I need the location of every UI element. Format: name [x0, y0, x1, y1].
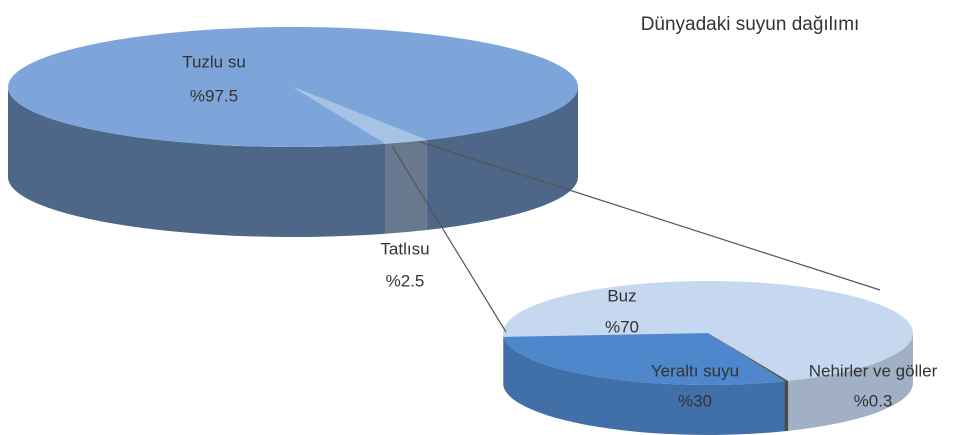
- pie-slice-side: [426, 87, 579, 230]
- chart-title: Dünyadaki suyun dağılımı: [641, 14, 860, 35]
- pie-slice: [293, 87, 427, 144]
- pie-tops: [8, 26, 579, 147]
- slice-label: Nehirler ve göller: [809, 361, 938, 380]
- pie-sides: [503, 333, 913, 435]
- pies: [8, 26, 913, 435]
- pie-slice: [503, 333, 785, 386]
- slice-label: Buz: [607, 286, 636, 305]
- slice-value-label: %70: [605, 317, 639, 336]
- connector-line: [419, 141, 881, 291]
- pie-slice: [8, 26, 579, 147]
- pie-slice-side: [385, 139, 427, 234]
- pie-sides: [8, 87, 579, 237]
- pie-slice-side: [503, 333, 504, 387]
- slice-value-label: %30: [678, 391, 712, 410]
- pie-slice: [708, 333, 789, 382]
- slice-value-label: %97.5: [190, 86, 238, 105]
- pie-slice-side: [503, 336, 785, 435]
- pie-slice: [502, 281, 913, 381]
- slice-label: Yeraltı suyu: [651, 361, 739, 380]
- slice-label: Tuzlu su: [182, 52, 246, 71]
- connector-line: [391, 145, 507, 333]
- pie-slice-side: [8, 87, 386, 237]
- slice-value-label: %0.3: [854, 391, 893, 410]
- slice-label: Tatlısu: [380, 239, 429, 258]
- pie-slice-side: [788, 333, 913, 431]
- pie-tops: [502, 281, 913, 386]
- pie-slice-side: [784, 380, 789, 432]
- slice-value-label: %2.5: [386, 271, 425, 290]
